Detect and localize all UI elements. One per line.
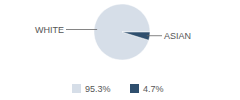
pie	[66, 4, 162, 60]
slice-label: WHITE	[35, 25, 64, 35]
legend-label: 4.7%	[143, 84, 164, 94]
legend-swatch	[130, 84, 139, 93]
pie-slice	[94, 4, 150, 60]
pie-slice	[122, 32, 150, 40]
leader-line	[66, 29, 97, 30]
legend: 95.3% 4.7%	[72, 84, 164, 94]
leader-line	[147, 35, 162, 36]
legend-swatch	[72, 84, 81, 93]
slice-label: ASIAN	[164, 31, 191, 41]
legend-label: 95.3%	[85, 84, 111, 94]
chart: WHITE ASIAN 95.3% 4.7%	[0, 0, 240, 100]
